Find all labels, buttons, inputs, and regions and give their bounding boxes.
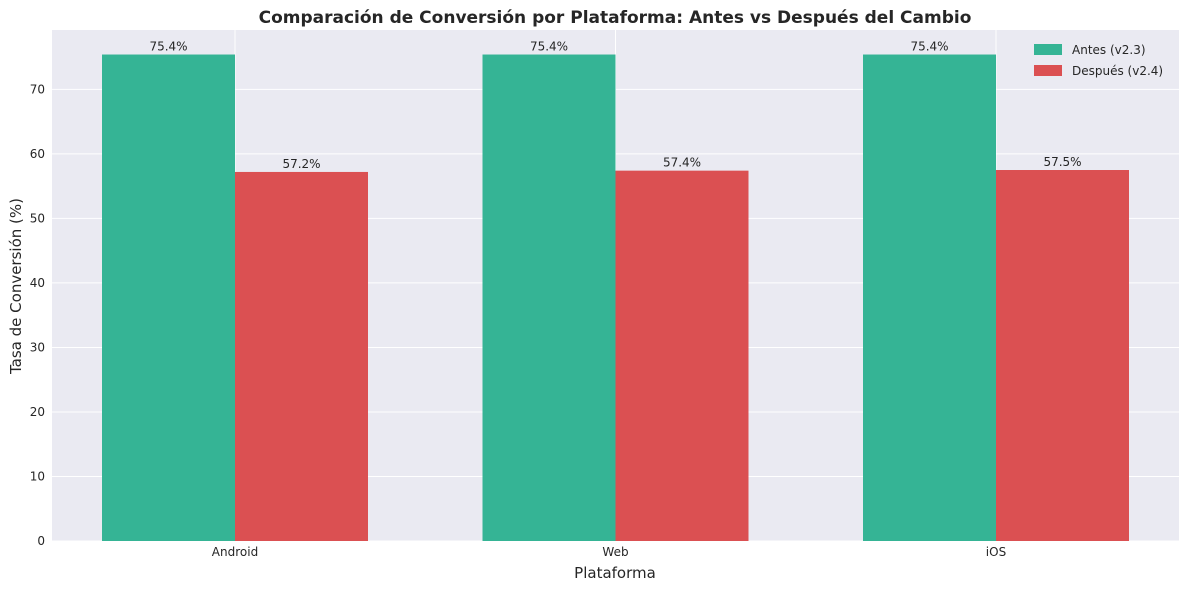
y-tick-label: 70 bbox=[30, 82, 45, 96]
bar-despues-v2-4-web bbox=[615, 170, 749, 541]
data-label-despues-v2-4-android: 57.2% bbox=[282, 157, 320, 171]
y-tick-label: 30 bbox=[30, 340, 45, 354]
legend-swatch-despues bbox=[1034, 65, 1062, 76]
bars bbox=[102, 54, 1129, 542]
bar-antes-v2-3-web bbox=[482, 54, 616, 542]
y-tick-label: 20 bbox=[30, 405, 45, 419]
bar-antes-v2-3-ios bbox=[863, 54, 996, 542]
data-label-despues-v2-4-ios: 57.5% bbox=[1043, 155, 1081, 169]
data-label-antes-v2-3-web: 75.4% bbox=[530, 40, 568, 54]
legend-label-antes: Antes (v2.3) bbox=[1072, 43, 1146, 57]
y-tick-label: 10 bbox=[30, 469, 45, 483]
y-tick-label: 40 bbox=[30, 276, 45, 290]
x-axis-label: Plataforma bbox=[574, 564, 656, 582]
y-axis-label: Tasa de Conversión (%) bbox=[7, 198, 25, 375]
data-label-antes-v2-3-android: 75.4% bbox=[149, 40, 187, 54]
y-tick-label: 0 bbox=[37, 534, 45, 548]
x-axis-ticks: Android Web iOS bbox=[212, 545, 1006, 559]
bar-despues-v2-4-android bbox=[235, 171, 368, 541]
legend-label-despues: Después (v2.4) bbox=[1072, 64, 1163, 78]
x-tick-label-ios: iOS bbox=[986, 545, 1006, 559]
legend: Antes (v2.3) Después (v2.4) bbox=[1034, 43, 1163, 78]
x-tick-label-web: Web bbox=[602, 545, 628, 559]
data-labels: 75.4% 75.4% 75.4% 57.2% 57.4% 57.5% bbox=[149, 40, 1081, 171]
legend-swatch-antes bbox=[1034, 44, 1062, 55]
data-label-despues-v2-4-web: 57.4% bbox=[663, 156, 701, 170]
bar-antes-v2-3-android bbox=[102, 54, 235, 542]
data-label-antes-v2-3-ios: 75.4% bbox=[910, 40, 948, 54]
chart-title: Comparación de Conversión por Plataforma… bbox=[259, 8, 972, 28]
bar-despues-v2-4-ios bbox=[996, 170, 1129, 541]
y-tick-label: 50 bbox=[30, 211, 45, 225]
y-axis-ticks: 0 10 20 30 40 50 60 70 bbox=[30, 82, 45, 548]
x-tick-label-android: Android bbox=[212, 545, 258, 559]
y-tick-label: 60 bbox=[30, 147, 45, 161]
